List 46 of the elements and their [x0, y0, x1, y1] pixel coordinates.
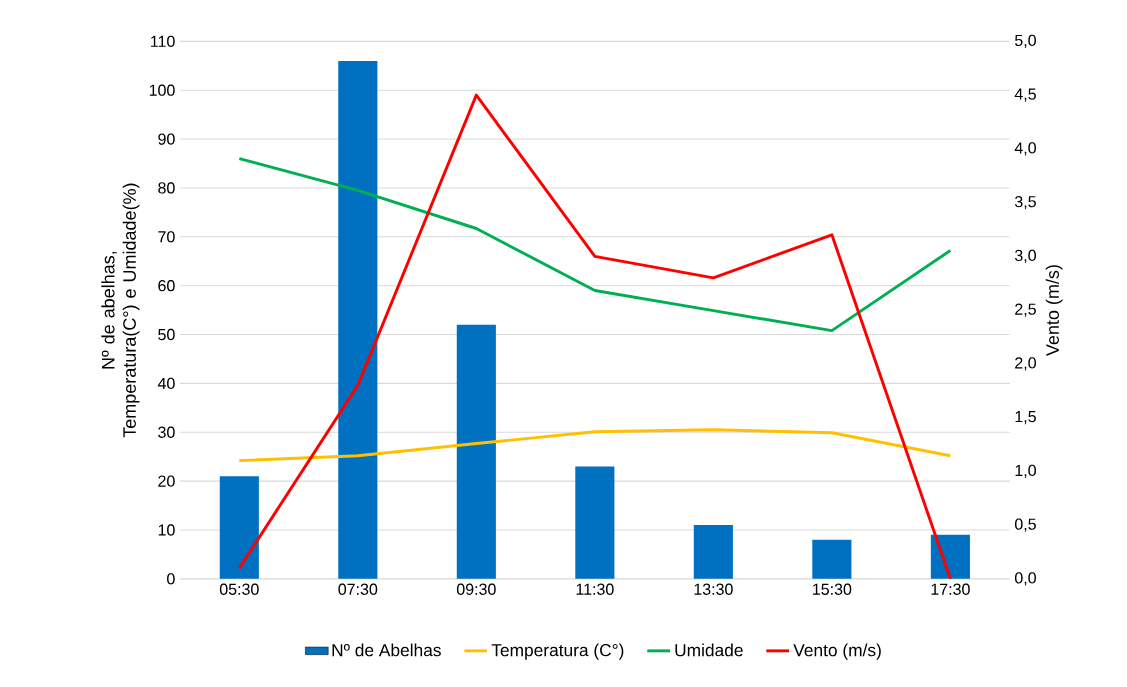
line-series — [237, 93, 952, 581]
legend-label: Vento (m/s) — [793, 643, 881, 660]
line-series — [237, 428, 952, 463]
x-tick-label: 11:30 — [576, 583, 614, 595]
bar — [930, 534, 970, 579]
legend-label: Umidade — [675, 643, 743, 657]
y-tick-label: 30 — [158, 426, 175, 438]
x-tick-label: 09:30 — [456, 583, 496, 595]
y2-tick-label: 2,5 — [1015, 303, 1036, 317]
x-tick-label: 05:30 — [219, 583, 259, 595]
y2-tick-label: 4,5 — [1014, 88, 1036, 102]
line-series — [237, 157, 952, 333]
y-tick-label: 50 — [158, 328, 175, 341]
y-tick-label: 110 — [151, 35, 175, 48]
y-axis-title: Nº de abelhas, Temperatura(C°) e Umidade(%) — [101, 183, 140, 438]
y2-axis-title: Vento (m/s) — [1045, 265, 1063, 357]
y2-tick-label: 0,5 — [1014, 518, 1036, 532]
bar — [693, 525, 733, 579]
y2-tick-label: 0,0 — [1014, 572, 1036, 586]
y-tick-label: 10 — [158, 524, 175, 536]
bar — [575, 466, 615, 579]
y-tick-label: 20 — [158, 475, 175, 487]
x-tick-label: 17:30 — [931, 583, 970, 595]
y-tick-label: 70 — [158, 231, 175, 243]
y2-tick-label: 2,0 — [1015, 357, 1036, 371]
x-tick-label: 15:30 — [813, 583, 852, 595]
y2-tick-label: 1,0 — [1015, 464, 1036, 479]
y-tick-label: 100 — [149, 84, 175, 96]
bar — [219, 476, 259, 579]
legend-label: Nº de Abelhas — [332, 643, 441, 657]
y2-tick-label: 1,5 — [1015, 411, 1036, 425]
y-tick-label: 0 — [167, 573, 175, 585]
y2-tick-label: 3,0 — [1014, 249, 1036, 264]
x-tick-label: 13:30 — [694, 583, 733, 595]
x-tick-label: 07:30 — [338, 583, 378, 595]
bar — [456, 324, 496, 579]
y-tick-label: 60 — [158, 280, 175, 292]
y2-tick-label: 4,0 — [1014, 142, 1036, 156]
y-tick-label: 90 — [158, 133, 175, 145]
y2-tick-label: 5,0 — [1015, 34, 1036, 49]
bar — [338, 60, 378, 579]
y2-tick-label: 3,5 — [1014, 196, 1036, 210]
y-tick-label: 40 — [157, 377, 175, 390]
y-tick-label: 80 — [158, 182, 175, 194]
legend-label: Temperatura (C°) — [491, 643, 624, 660]
bar — [812, 539, 852, 579]
